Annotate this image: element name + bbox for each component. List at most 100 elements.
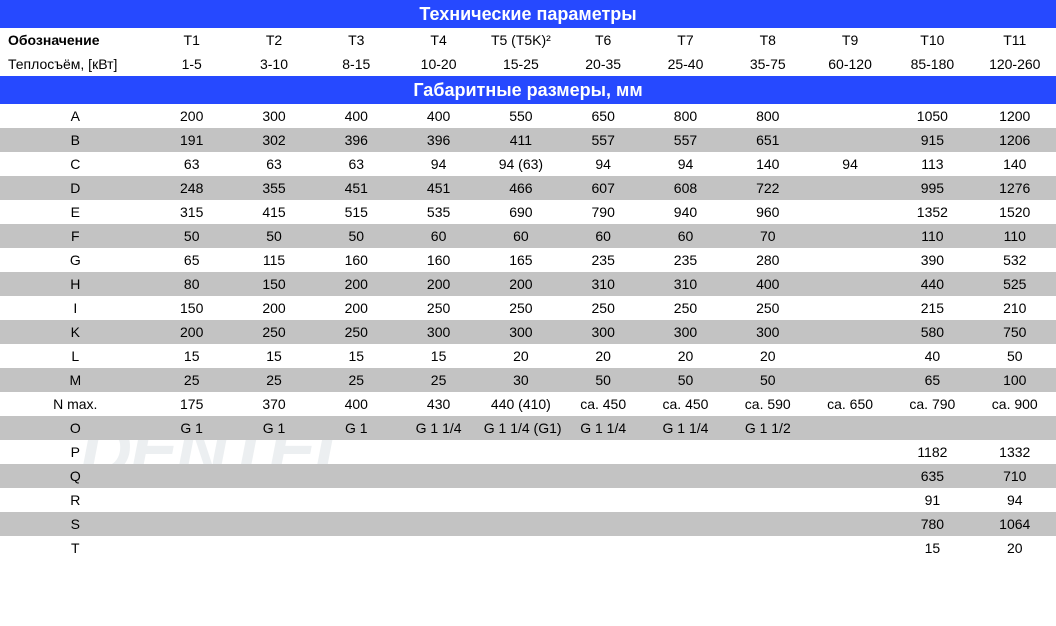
cell [809, 512, 891, 536]
cell: 250 [233, 320, 315, 344]
cell: 400 [727, 272, 809, 296]
cell: T1 [151, 28, 233, 52]
cell: 210 [974, 296, 1056, 320]
cell: 400 [315, 392, 397, 416]
cell [480, 440, 562, 464]
cell [151, 464, 233, 488]
cell: 608 [644, 176, 726, 200]
cell: 150 [151, 296, 233, 320]
cell [809, 104, 891, 128]
cell: 280 [727, 248, 809, 272]
table-row: R9194 [0, 488, 1056, 512]
cell [809, 128, 891, 152]
cell [562, 512, 644, 536]
cell: 451 [397, 176, 479, 200]
cell: 20 [644, 344, 726, 368]
param-label: Теплосъём, [кВт] [0, 52, 151, 76]
dim-label: I [0, 296, 151, 320]
cell: 440 [891, 272, 973, 296]
cell [397, 464, 479, 488]
cell [644, 536, 726, 560]
cell: 396 [397, 128, 479, 152]
cell: 250 [315, 320, 397, 344]
cell [644, 440, 726, 464]
cell: 94 [974, 488, 1056, 512]
cell [809, 440, 891, 464]
cell: ca. 900 [974, 392, 1056, 416]
cell: 200 [315, 296, 397, 320]
cell: T2 [233, 28, 315, 52]
cell: G 1 1/4 (G1) [480, 416, 562, 440]
cell [151, 536, 233, 560]
cell [809, 176, 891, 200]
cell: 15 [397, 344, 479, 368]
dim-label: G [0, 248, 151, 272]
cell: 94 [644, 152, 726, 176]
cell: 722 [727, 176, 809, 200]
cell: 390 [891, 248, 973, 272]
dim-label: F [0, 224, 151, 248]
cell: 300 [480, 320, 562, 344]
cell: 20-35 [562, 52, 644, 76]
cell: 451 [315, 176, 397, 200]
cell [480, 512, 562, 536]
cell: 110 [974, 224, 1056, 248]
table-row: K200250250300300300300300580750 [0, 320, 1056, 344]
cell [480, 536, 562, 560]
cell: 200 [480, 272, 562, 296]
cell: 800 [727, 104, 809, 128]
cell: 94 [562, 152, 644, 176]
cell [891, 416, 973, 440]
cell: 1352 [891, 200, 973, 224]
cell [315, 488, 397, 512]
cell [315, 536, 397, 560]
cell: 85-180 [891, 52, 973, 76]
cell [233, 536, 315, 560]
table-row: N max.175370400430440 (410)ca. 450ca. 45… [0, 392, 1056, 416]
spec-table: Технические параметрыОбозначениеT1T2T3T4… [0, 0, 1056, 560]
table-row: G65115160160165235235280390532 [0, 248, 1056, 272]
cell [480, 464, 562, 488]
cell: 250 [397, 296, 479, 320]
cell [562, 536, 644, 560]
cell: 200 [315, 272, 397, 296]
cell: 310 [644, 272, 726, 296]
cell: 80 [151, 272, 233, 296]
cell: 1520 [974, 200, 1056, 224]
cell: 50 [974, 344, 1056, 368]
cell: 200 [151, 104, 233, 128]
param-label: Обозначение [0, 28, 151, 52]
cell: 35-75 [727, 52, 809, 76]
cell [397, 440, 479, 464]
cell: 780 [891, 512, 973, 536]
cell: 165 [480, 248, 562, 272]
cell: T8 [727, 28, 809, 52]
cell: 1050 [891, 104, 973, 128]
cell: 25 [315, 368, 397, 392]
cell [233, 512, 315, 536]
cell: 790 [562, 200, 644, 224]
cell: 750 [974, 320, 1056, 344]
cell: 300 [644, 320, 726, 344]
cell: 100 [974, 368, 1056, 392]
cell: 20 [974, 536, 1056, 560]
cell: 3-10 [233, 52, 315, 76]
cell [397, 512, 479, 536]
cell [315, 464, 397, 488]
cell: 315 [151, 200, 233, 224]
cell: 300 [562, 320, 644, 344]
cell: T4 [397, 28, 479, 52]
cell: G 1 1/4 [397, 416, 479, 440]
cell: 400 [315, 104, 397, 128]
table-row: C6363639494 (63)949414094113140 [0, 152, 1056, 176]
cell: 60-120 [809, 52, 891, 76]
cell: T9 [809, 28, 891, 52]
cell: 515 [315, 200, 397, 224]
cell: T10 [891, 28, 973, 52]
cell: ca. 650 [809, 392, 891, 416]
cell: 915 [891, 128, 973, 152]
cell: 1-5 [151, 52, 233, 76]
dim-label: L [0, 344, 151, 368]
dim-label: R [0, 488, 151, 512]
cell: 25 [397, 368, 479, 392]
